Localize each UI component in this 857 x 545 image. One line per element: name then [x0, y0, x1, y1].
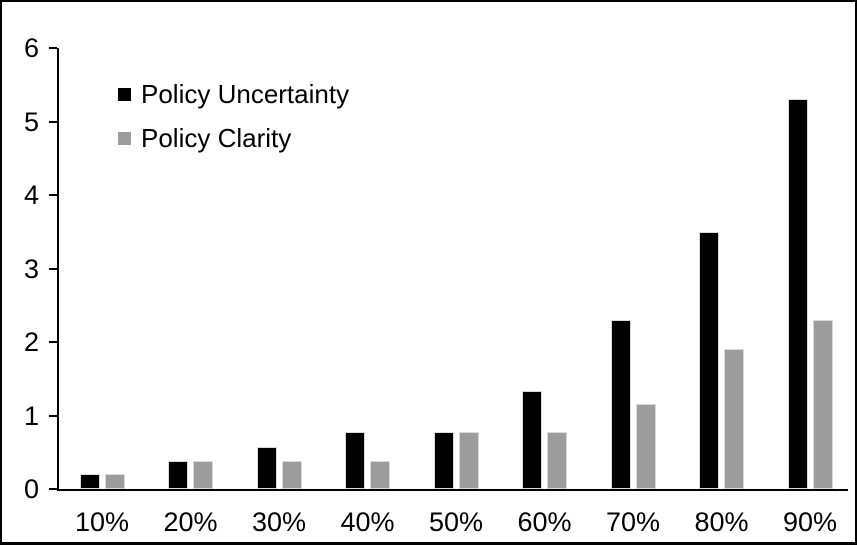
legend-item-policy-uncertainty: Policy Uncertainty	[118, 79, 349, 109]
bar-policy-uncertainty-50%	[433, 432, 454, 489]
bar-policy-uncertainty-90%	[787, 99, 808, 489]
bar-policy-clarity-10%	[104, 474, 125, 489]
y-tick-mark	[49, 488, 57, 490]
bar-policy-uncertainty-60%	[522, 391, 542, 489]
legend-swatch-policy-uncertainty-icon	[118, 87, 131, 101]
y-tick-label: 5	[23, 106, 39, 137]
y-tick-mark	[49, 194, 57, 196]
legend-label-policy-clarity: Policy Clarity	[141, 122, 292, 153]
y-tick-label: 4	[23, 180, 39, 210]
bar-policy-clarity-20%	[193, 461, 213, 489]
x-axis-line	[57, 489, 848, 491]
bar-policy-uncertainty-30%	[256, 447, 277, 489]
x-tick-label: 80%	[694, 507, 749, 537]
y-tick-label: 0	[23, 474, 39, 504]
x-tick-label: 30%	[251, 507, 307, 537]
y-tick-label: 3	[23, 253, 39, 284]
bar-policy-uncertainty-70%	[610, 320, 631, 489]
bar-policy-uncertainty-10%	[79, 474, 100, 489]
y-tick-mark	[49, 341, 57, 343]
bar-policy-uncertainty-20%	[168, 461, 188, 489]
legend-swatch-policy-clarity-icon	[118, 131, 131, 145]
bar-policy-clarity-90%	[812, 320, 833, 489]
y-tick-mark	[49, 414, 57, 417]
y-tick-mark	[49, 120, 57, 123]
legend-label-policy-uncertainty: Policy Uncertainty	[141, 78, 350, 109]
y-tick-mark	[49, 267, 57, 270]
x-tick-label: 20%	[163, 507, 218, 537]
chart-legend: Policy Uncertainty Policy Clarity	[118, 79, 349, 153]
x-tick-label: 70%	[605, 507, 661, 537]
bar-policy-clarity-70%	[635, 404, 656, 489]
y-tick-mark	[49, 47, 57, 49]
y-tick-label: 2	[23, 327, 39, 357]
x-tick-label: 40%	[340, 507, 395, 537]
y-axis-line	[57, 48, 59, 491]
x-tick-label: 90%	[782, 507, 838, 537]
bar-policy-clarity-30%	[281, 461, 302, 489]
legend-item-policy-clarity: Policy Clarity	[118, 123, 349, 153]
bar-policy-clarity-50%	[458, 432, 479, 489]
bar-policy-clarity-60%	[547, 432, 567, 489]
y-tick-label: 6	[23, 33, 39, 63]
x-tick-label: 60%	[517, 507, 572, 537]
x-tick-label: 10%	[74, 507, 130, 537]
y-tick-label: 1	[23, 400, 39, 431]
bar-policy-uncertainty-40%	[345, 432, 365, 489]
bar-policy-uncertainty-80%	[699, 232, 719, 489]
x-tick-label: 50%	[428, 507, 484, 537]
bar-policy-clarity-80%	[724, 349, 744, 489]
bar-policy-clarity-40%	[370, 461, 390, 489]
